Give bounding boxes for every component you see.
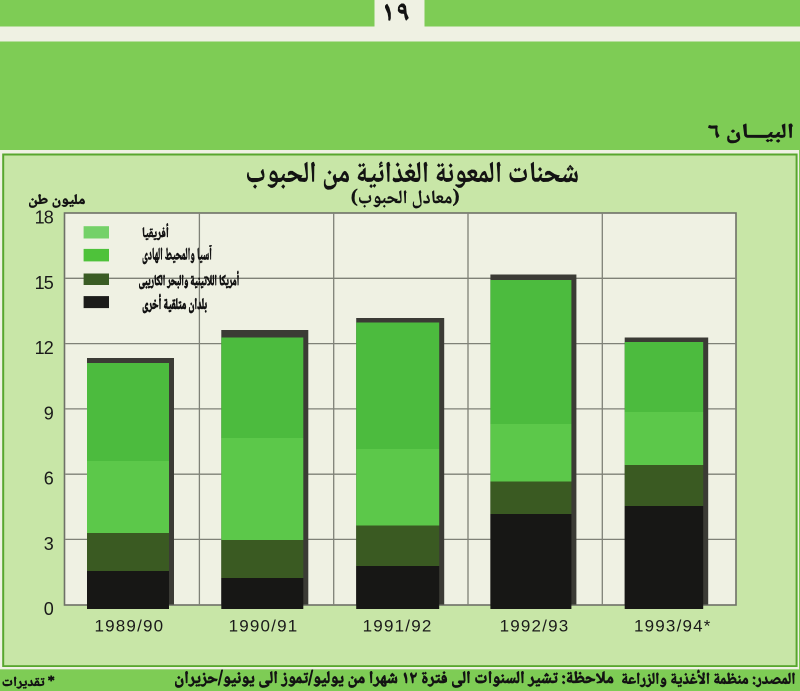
svg-text:1993/94*: 1993/94* xyxy=(634,617,712,636)
svg-text:9: 9 xyxy=(44,403,54,423)
svg-text:6: 6 xyxy=(44,469,54,489)
svg-text:1991/92: 1991/92 xyxy=(363,617,433,636)
svg-text:1992/93: 1992/93 xyxy=(500,617,570,636)
svg-text:1989/90: 1989/90 xyxy=(94,617,164,636)
svg-text:12: 12 xyxy=(35,338,54,358)
svg-text:1990/91: 1990/91 xyxy=(229,617,299,636)
svg-text:18: 18 xyxy=(35,208,54,228)
svg-text:15: 15 xyxy=(35,273,54,293)
svg-text:0: 0 xyxy=(44,599,54,619)
svg-text:3: 3 xyxy=(44,534,54,554)
